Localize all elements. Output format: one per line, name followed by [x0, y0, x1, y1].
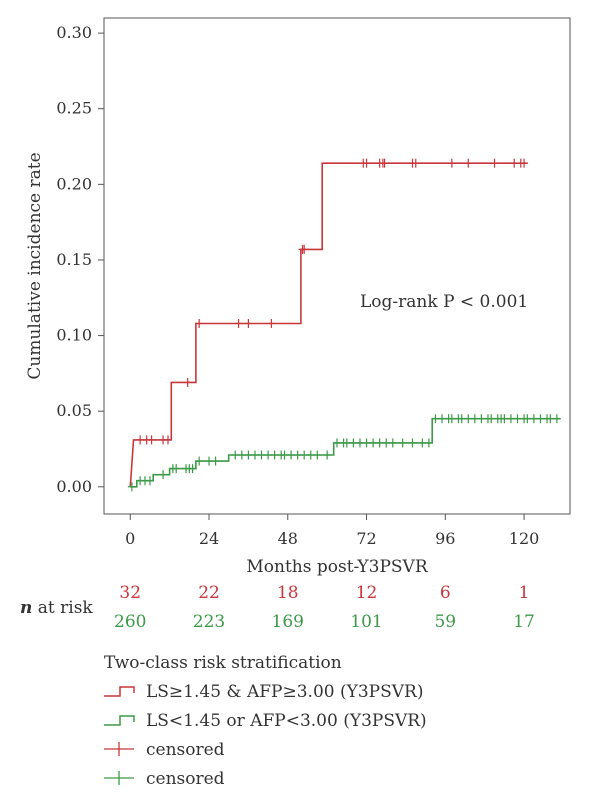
censor-mark [388, 438, 397, 448]
risk-count: 17 [513, 612, 535, 632]
legend-step-icon [104, 686, 135, 697]
censor-mark [398, 438, 407, 448]
x-tick-label: 24 [199, 529, 219, 548]
censor-mark [183, 377, 192, 387]
legend-label: LS≥1.45 & AFP≥3.00 (Y3PSVR) [146, 682, 423, 702]
x-tick-label: 0 [125, 529, 135, 548]
risk-label-n: n [20, 598, 32, 618]
censor-mark [244, 318, 253, 328]
log-rank-annotation: Log-rank P < 0.001 [360, 292, 528, 312]
censor-mark [127, 482, 136, 492]
risk-count: 1 [519, 583, 530, 603]
risk-count: 223 [193, 612, 225, 632]
x-tick-label: 96 [435, 529, 455, 548]
risk-count: 101 [350, 612, 382, 632]
legend-item: censored [104, 769, 225, 789]
y-tick-label: 0.00 [56, 477, 92, 496]
censor-mark [147, 435, 156, 445]
censor-mark [362, 158, 371, 168]
risk-count: 169 [272, 612, 304, 632]
censor-mark [188, 464, 197, 474]
censor-mark [552, 414, 561, 424]
x-tick-label: 48 [278, 529, 298, 548]
y-tick-label: 0.10 [56, 326, 92, 345]
censor-mark [195, 318, 204, 328]
legend-item: LS≥1.45 & AFP≥3.00 (Y3PSVR) [104, 682, 423, 702]
y-tick-label: 0.05 [56, 401, 92, 420]
censor-mark [520, 158, 529, 168]
risk-count: 22 [198, 583, 220, 603]
series-line-2 [130, 417, 561, 488]
censor-mark [145, 476, 154, 486]
x-axis-label: Months post-Y3PSVR [246, 557, 428, 577]
legend-label: censored [146, 740, 225, 760]
censor-mark [313, 450, 322, 460]
censor-mark [300, 244, 309, 254]
risk-count: 12 [356, 583, 378, 603]
censor-mark [267, 318, 276, 328]
y-axis-label: Cumulative incidence rate [25, 152, 45, 379]
y-tick-label: 0.20 [56, 174, 92, 193]
censor-mark [424, 438, 433, 448]
censor-mark [464, 158, 473, 168]
x-tick-label: 120 [509, 529, 540, 548]
censor-mark [159, 470, 168, 480]
censor-mark [408, 438, 417, 448]
y-tick-label: 0.15 [56, 250, 92, 269]
legend-item: LS<1.45 or AFP<3.00 (Y3PSVR) [104, 711, 427, 731]
legend-title: Two-class risk stratification [104, 653, 342, 673]
legend-step-icon [104, 715, 135, 726]
series-line-1 [129, 162, 528, 487]
risk-count: 18 [277, 583, 299, 603]
risk-count: 59 [434, 612, 456, 632]
risk-count: 32 [119, 583, 141, 603]
legend-label: LS<1.45 or AFP<3.00 (Y3PSVR) [146, 711, 427, 731]
legend-label: censored [146, 769, 225, 789]
series-1 [129, 158, 529, 487]
risk-table-label: n at risk [20, 598, 93, 618]
censor-mark [195, 456, 204, 466]
censor-mark [163, 435, 172, 445]
censor-mark [380, 158, 389, 168]
risk-count: 260 [114, 612, 146, 632]
censor-mark [172, 464, 181, 474]
series-2 [127, 414, 561, 492]
censor-mark [490, 158, 499, 168]
censor-mark [323, 450, 332, 460]
censor-mark [211, 456, 220, 466]
risk-count: 6 [440, 583, 451, 603]
risk-label-rest: at risk [32, 598, 93, 618]
x-tick-label: 72 [356, 529, 376, 548]
censor-mark [411, 158, 420, 168]
legend-item: censored [104, 740, 225, 760]
y-tick-label: 0.25 [56, 99, 92, 118]
y-tick-label: 0.30 [56, 23, 92, 42]
plot-frame [103, 17, 571, 515]
censor-mark [447, 158, 456, 168]
censor-mark [234, 318, 243, 328]
